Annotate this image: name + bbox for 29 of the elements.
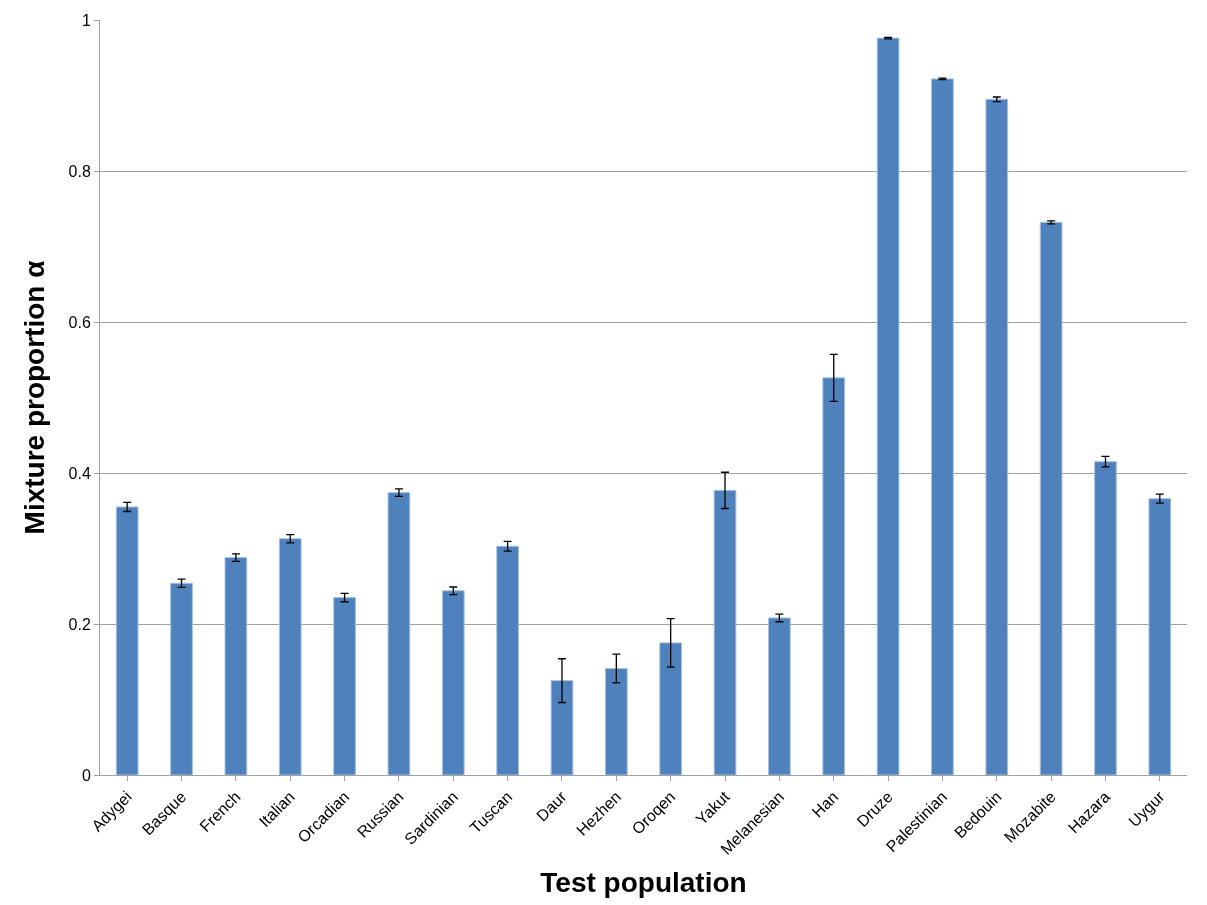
y-tick-label: 0 xyxy=(81,766,91,784)
bar xyxy=(333,597,356,775)
bar xyxy=(224,557,248,775)
y-tick-label: 0.4 xyxy=(68,464,91,482)
bar xyxy=(441,590,465,775)
bar xyxy=(170,582,193,775)
y-tick-label: 0.2 xyxy=(68,615,91,633)
bar xyxy=(1094,461,1117,775)
bar xyxy=(1148,498,1172,775)
bar xyxy=(496,545,519,775)
bar xyxy=(387,492,411,775)
bar xyxy=(876,37,900,775)
bar xyxy=(659,642,683,775)
bar xyxy=(604,668,628,775)
y-tick-label: 1 xyxy=(81,11,91,29)
bar xyxy=(115,506,139,775)
bar xyxy=(713,489,737,775)
y-axis-title: Mixture proportion α xyxy=(19,260,51,535)
bar xyxy=(278,538,302,775)
bar xyxy=(931,78,954,775)
x-tick-label: Han xyxy=(808,787,842,821)
bar xyxy=(985,98,1009,775)
bar xyxy=(822,377,846,775)
y-tick-label: 0.6 xyxy=(68,313,91,331)
bar xyxy=(1039,221,1063,775)
bar xyxy=(768,617,791,775)
bar xyxy=(550,680,574,775)
y-tick-label: 0.8 xyxy=(68,162,91,180)
x-axis-title: Test population xyxy=(540,866,747,898)
